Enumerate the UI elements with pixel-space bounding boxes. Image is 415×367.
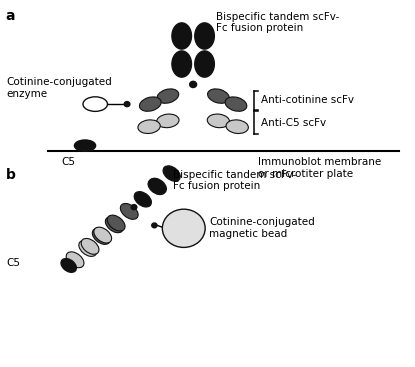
Ellipse shape [107,215,125,231]
Ellipse shape [195,51,215,77]
Ellipse shape [152,223,157,228]
Ellipse shape [139,97,161,111]
Text: Bispecific tandem scFv-
Fc fusion protein: Bispecific tandem scFv- Fc fusion protei… [173,170,296,191]
Ellipse shape [83,97,107,111]
Text: a: a [5,10,15,23]
Ellipse shape [207,114,229,128]
Ellipse shape [131,205,137,210]
Ellipse shape [195,23,215,49]
Ellipse shape [94,227,112,243]
Ellipse shape [172,51,191,77]
Ellipse shape [190,81,197,87]
Text: Bispecific tandem scFv-
Fc fusion protein: Bispecific tandem scFv- Fc fusion protei… [215,12,339,33]
Ellipse shape [79,240,97,257]
Ellipse shape [162,209,205,247]
Ellipse shape [61,259,76,272]
Ellipse shape [157,114,179,128]
Ellipse shape [138,120,160,134]
Text: C5: C5 [62,157,76,167]
Text: b: b [5,168,15,182]
Ellipse shape [120,203,138,219]
Text: Cotinine-conjugated
enzyme: Cotinine-conjugated enzyme [6,77,112,99]
Ellipse shape [148,179,165,195]
Ellipse shape [81,239,99,254]
Ellipse shape [134,192,151,207]
Ellipse shape [163,166,180,181]
Text: C5: C5 [6,258,20,268]
Ellipse shape [172,23,191,49]
Ellipse shape [208,89,229,103]
Text: Immunoblot membrane
or microtiter plate: Immunoblot membrane or microtiter plate [259,157,382,178]
Ellipse shape [157,89,179,103]
Ellipse shape [74,140,95,151]
Ellipse shape [226,120,248,134]
Ellipse shape [105,217,123,233]
Ellipse shape [149,178,166,194]
Text: Cotinine-conjugated
magnetic bead: Cotinine-conjugated magnetic bead [209,218,315,239]
Ellipse shape [92,229,110,244]
Ellipse shape [225,97,247,111]
Ellipse shape [124,102,130,107]
Text: Anti-cotinine scFv: Anti-cotinine scFv [261,95,354,105]
Ellipse shape [66,252,84,268]
Text: Anti-C5 scFv: Anti-C5 scFv [261,118,326,128]
